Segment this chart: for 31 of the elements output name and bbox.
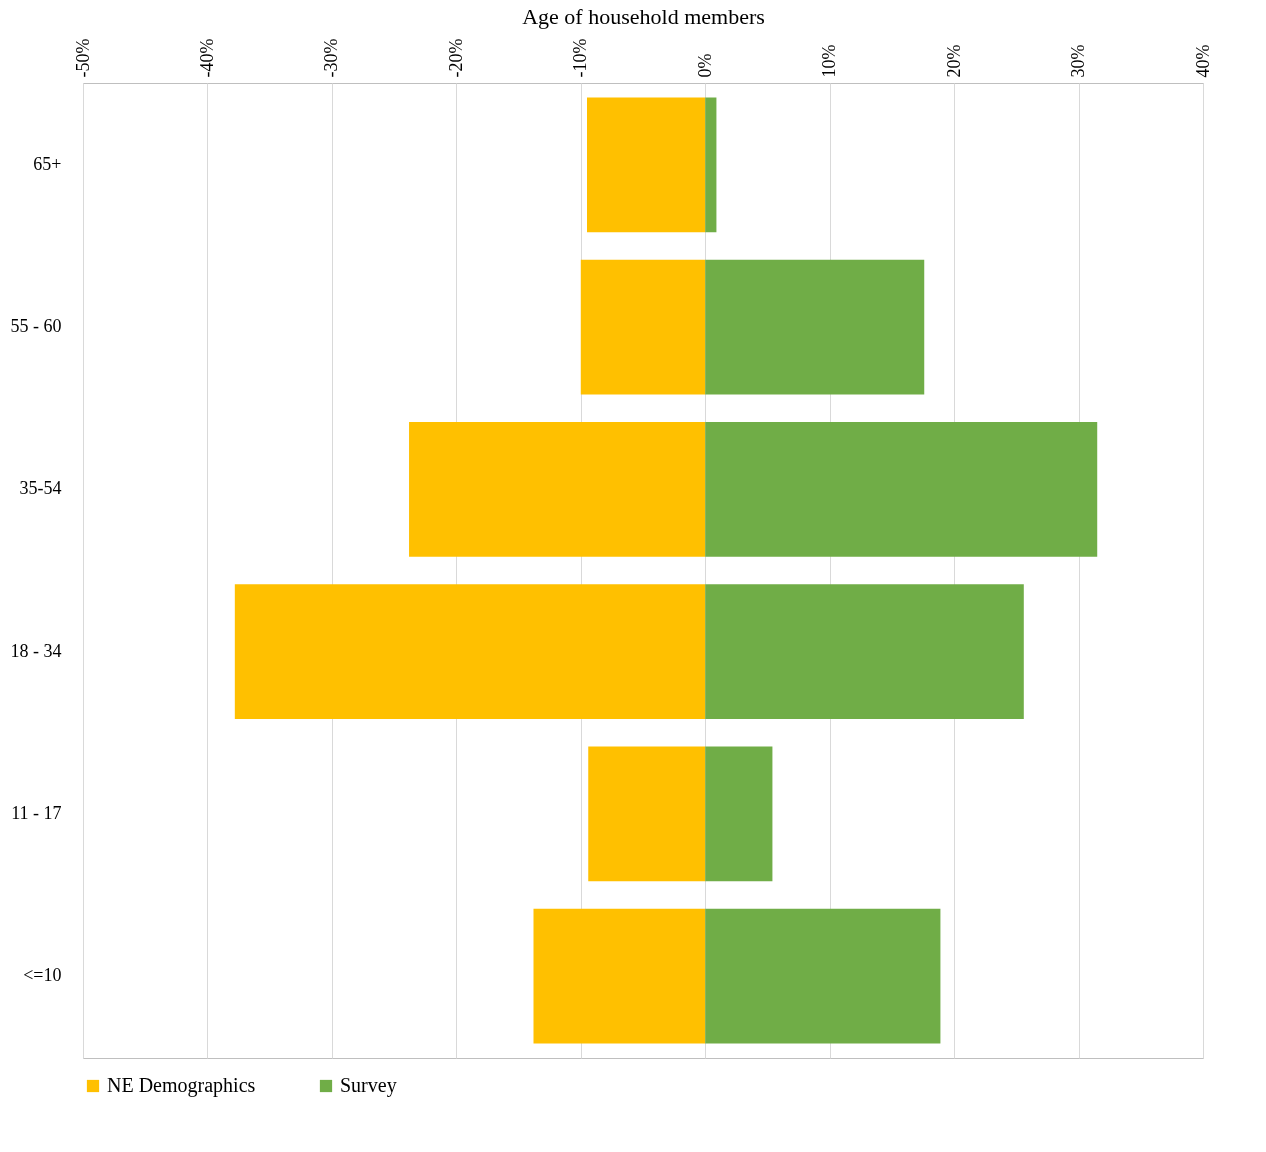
bar [705, 97, 717, 233]
legend-label: Survey [340, 1074, 397, 1097]
bar [705, 422, 1098, 557]
x-tick-label: -20% [445, 38, 466, 78]
bar [705, 259, 925, 395]
bar [705, 746, 773, 882]
x-tick-label: -40% [196, 38, 217, 78]
y-tick-label: 18 - 34 [10, 640, 62, 661]
bar [705, 908, 941, 1044]
x-tick-label: -30% [321, 38, 342, 78]
x-tick-label: 30% [1068, 44, 1089, 78]
x-axis-title: Age of household members [522, 3, 765, 29]
y-tick-label: 11 - 17 [11, 802, 62, 823]
x-tick-label: 10% [819, 44, 840, 78]
y-tick-label: 35-54 [19, 478, 62, 499]
bar [409, 422, 706, 557]
x-tick-label: 20% [943, 44, 964, 78]
bar [533, 908, 706, 1044]
bar [234, 584, 706, 719]
y-tick-label: 55 - 60 [10, 316, 62, 337]
bar [580, 259, 706, 395]
bar [705, 584, 1024, 719]
bar [588, 746, 706, 882]
x-tick-label: -10% [570, 38, 591, 78]
legend-label: NE Demographics [107, 1074, 256, 1097]
y-tick-label: 65+ [33, 153, 62, 174]
y-tick-label: <=10 [23, 965, 62, 986]
x-tick-label: -50% [72, 38, 93, 78]
bar [587, 97, 706, 233]
x-tick-label: 40% [1192, 44, 1213, 78]
x-tick-label: 0% [694, 53, 715, 78]
